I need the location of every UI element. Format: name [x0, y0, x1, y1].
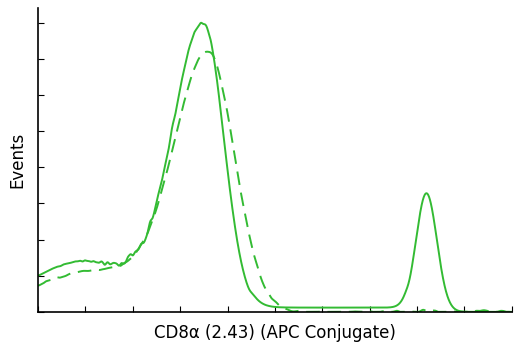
Y-axis label: Events: Events	[8, 132, 27, 188]
X-axis label: CD8α (2.43) (APC Conjugate): CD8α (2.43) (APC Conjugate)	[154, 324, 396, 342]
